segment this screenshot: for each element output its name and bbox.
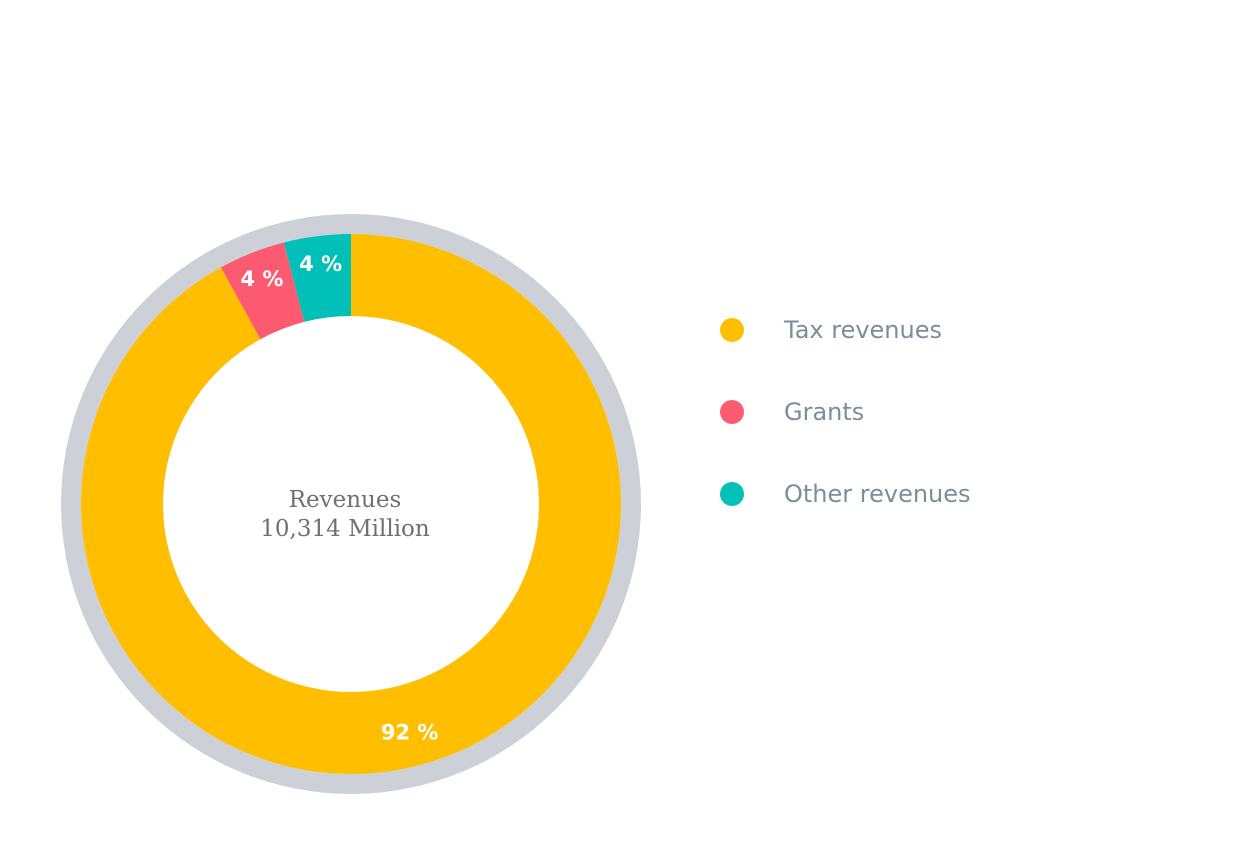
donut-slice-other-revenues[interactable]	[283, 234, 351, 322]
legend-marker	[720, 482, 744, 506]
center-value: 10,314 Million	[260, 516, 430, 542]
donut-slices	[80, 234, 622, 774]
legend-marker	[720, 400, 744, 424]
donut-slice-labels: 92 % 4 % 4 %	[240, 252, 438, 745]
donut-slice-grants[interactable]	[220, 242, 305, 340]
slice-label: 4 %	[299, 252, 342, 276]
center-title: Revenues	[289, 487, 402, 513]
slice-label: 92 %	[381, 721, 439, 745]
legend-item-grants[interactable]: Grants	[720, 394, 971, 430]
legend-label: Other revenues	[784, 480, 971, 508]
legend-label: Grants	[784, 398, 865, 426]
legend: Tax revenues Grants Other revenues	[720, 312, 971, 558]
legend-marker	[720, 318, 744, 342]
donut-slice-tax-revenues[interactable]	[80, 234, 622, 774]
slice-label: 4 %	[240, 267, 283, 291]
legend-item-tax-revenues[interactable]: Tax revenues	[720, 312, 971, 348]
legend-label: Tax revenues	[784, 316, 942, 344]
legend-item-other-revenues[interactable]: Other revenues	[720, 476, 971, 512]
